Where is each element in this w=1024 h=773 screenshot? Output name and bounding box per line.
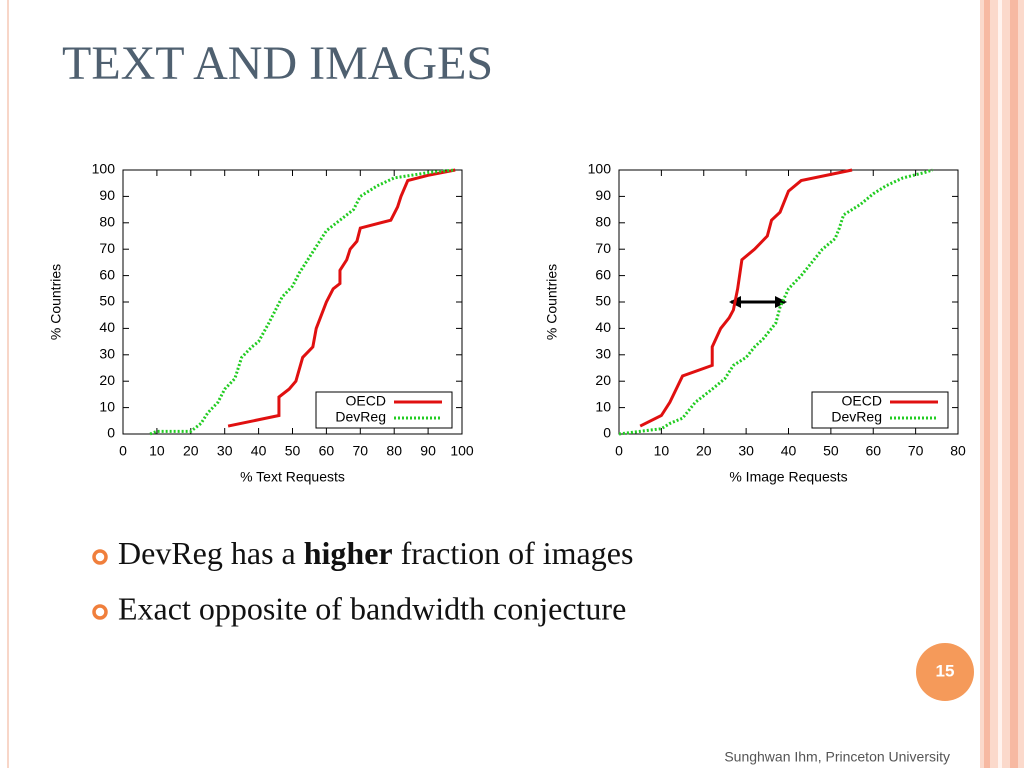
y-tick-label: 60	[595, 266, 611, 282]
x-tick-label: 0	[615, 443, 623, 459]
y-tick-label: 80	[595, 214, 611, 230]
x-tick-label: 30	[738, 443, 754, 459]
x-tick-label: 40	[251, 443, 267, 459]
y-tick-label: 100	[92, 161, 116, 177]
x-tick-label: 60	[865, 443, 881, 459]
text: DevReg has a	[118, 535, 304, 571]
data-line	[227, 168, 456, 428]
x-tick-label: 0	[119, 443, 127, 459]
bullet-icon	[92, 604, 108, 620]
x-tick-label: 70	[908, 443, 924, 459]
arrow-head	[775, 296, 787, 308]
x-tick-label: 10	[149, 443, 165, 459]
y-tick-label: 30	[99, 346, 115, 362]
text: fraction of images	[393, 535, 634, 571]
y-tick-label: 10	[99, 398, 115, 414]
page-badge	[916, 643, 974, 701]
x-axis-label: % Image Requests	[729, 469, 847, 485]
y-tick-label: 20	[595, 372, 611, 388]
y-tick-label: 70	[595, 240, 611, 256]
side-stripe	[998, 0, 1002, 768]
legend-label: OECD	[346, 393, 386, 409]
data-line	[149, 168, 456, 436]
y-tick-label: 80	[99, 214, 115, 230]
legend-label: OECD	[842, 393, 882, 409]
y-tick-label: 100	[588, 161, 612, 177]
y-axis-label: % Countries	[48, 264, 64, 340]
legend-label: DevReg	[831, 409, 882, 425]
x-axis-label: % Text Requests	[240, 469, 345, 485]
legend-label: DevReg	[335, 409, 386, 425]
y-tick-label: 0	[107, 425, 115, 441]
x-tick-label: 90	[420, 443, 436, 459]
y-tick-label: 60	[99, 266, 115, 282]
y-tick-label: 40	[595, 319, 611, 335]
x-tick-label: 60	[319, 443, 335, 459]
bullet-icon	[92, 549, 108, 565]
y-axis-label: % Countries	[544, 264, 560, 340]
legend-box	[811, 391, 949, 429]
y-tick-label: 10	[595, 398, 611, 414]
bullet-text: Exact opposite of bandwidth conjecture	[118, 590, 626, 626]
x-tick-label: 50	[823, 443, 839, 459]
chart: 0 10 20 30 40 50 60 70 80 0 10 20 30 40 50 60 70 80 90 100%…	[544, 161, 966, 485]
x-tick-label: 10	[654, 443, 670, 459]
x-tick-label: 30	[217, 443, 233, 459]
x-tick-label: 20	[183, 443, 199, 459]
y-tick-label: 70	[99, 240, 115, 256]
y-tick-label: 50	[595, 293, 611, 309]
side-stripe	[984, 0, 990, 768]
y-tick-label: 0	[603, 425, 611, 441]
y-tick-label: 20	[99, 372, 115, 388]
x-tick-label: 100	[450, 443, 474, 459]
page-number: 15	[936, 661, 955, 680]
data-line	[618, 168, 934, 436]
legend-box	[315, 391, 453, 429]
x-tick-label: 70	[353, 443, 369, 459]
x-tick-label: 20	[696, 443, 712, 459]
chart: 0 10 20 30 40 50 60 70 80 90 100 0 10 20 30 40 50 60 70 80 9…	[48, 161, 474, 485]
y-tick-label: 30	[595, 346, 611, 362]
slide-title: TEXT AND IMAGES	[62, 37, 493, 90]
data-line	[639, 168, 853, 428]
bold-text: higher	[304, 535, 393, 571]
x-tick-label: 80	[950, 443, 966, 459]
x-tick-label: 50	[285, 443, 301, 459]
y-tick-label: 90	[99, 187, 115, 203]
bullet-text: DevReg has a higher fraction of images	[118, 535, 633, 571]
x-tick-label: 40	[781, 443, 797, 459]
y-tick-label: 40	[99, 319, 115, 335]
y-tick-label: 50	[99, 293, 115, 309]
x-tick-label: 80	[386, 443, 402, 459]
side-stripe	[1010, 0, 1018, 768]
footer: Sunghwan Ihm, Princeton University	[724, 749, 950, 765]
y-tick-label: 90	[595, 187, 611, 203]
